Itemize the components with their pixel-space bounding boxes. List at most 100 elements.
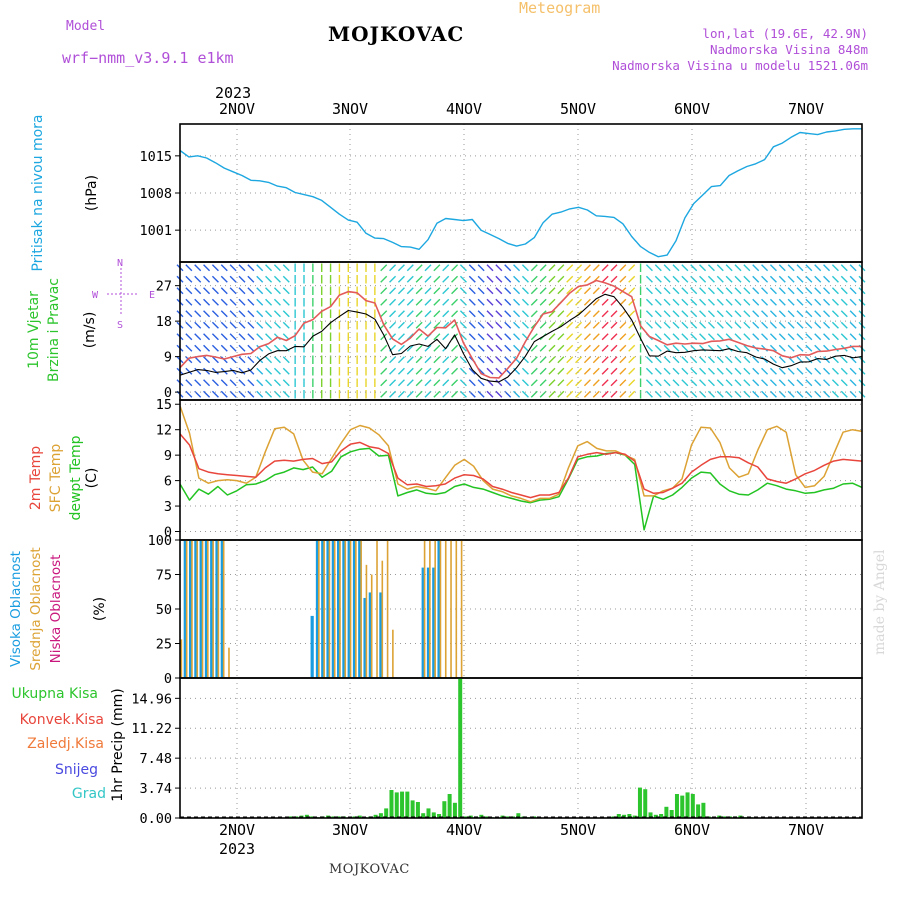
wind-barb [769,310,777,318]
wind-barb [495,321,503,329]
wind-barb [566,264,574,272]
wind-barb [840,287,848,295]
wind-barb [433,321,441,329]
wind-barb [247,379,255,387]
wind-barb [725,333,733,341]
precip-bar [680,795,685,818]
wind-barb [566,298,574,306]
wind-barb [247,367,255,375]
wind-barb [690,310,698,318]
cloud-high-bar [326,540,330,678]
wind-barb [583,356,591,364]
wind-barb [229,379,237,387]
cloud-high-bar [421,567,425,678]
page-title: MOJKOVAC [328,22,465,46]
wind-barb [654,275,662,283]
wind-barb [406,275,414,283]
wind-barb [796,379,804,387]
wind-barb [787,275,795,283]
wind-barb [273,287,281,295]
precip-bar [627,814,632,818]
wind-barb [796,321,804,329]
wind-barb [583,287,591,295]
wind-barb [486,367,494,375]
wind-barb [699,333,707,341]
wind-barb [265,333,273,341]
wind-barb [397,367,405,375]
wind-barb [743,264,751,272]
wind-barb [238,275,246,283]
pressure-line [179,128,862,258]
wind-barb [442,390,450,398]
precip-bar [410,800,415,818]
cloud-ytick-label-4: 75 [156,568,172,584]
wind-barb [654,367,662,375]
xtick-top-5: 6NOV [674,100,710,118]
wind-barb [194,264,202,272]
wind-barb [672,298,680,306]
precip-frame [179,677,863,819]
wind-barb [557,264,565,272]
precip-bar [384,808,389,818]
wind-barb [725,390,733,398]
xtick-bottom-1: 2NOV [219,821,255,839]
wind-barb [194,275,202,283]
wind-barb [433,264,441,272]
wind-barb [415,264,423,272]
wind-barb [203,356,211,364]
wind-barb [831,356,839,364]
wind-barb [380,356,388,364]
wind-barb [787,298,795,306]
wind-barb [548,275,556,283]
precip-legend-4: Snijeg [55,762,98,778]
cloud-high-bar [337,540,341,678]
wind-barb [238,379,246,387]
wind-barb [654,356,662,364]
wind-barb [575,321,583,329]
cloud-mid-bar [207,540,209,678]
wind-barb [831,367,839,375]
wind-barb [849,333,857,341]
wind-barb [389,321,397,329]
wind-barb [734,333,742,341]
wind-barb [495,310,503,318]
wind-barb [185,379,193,387]
xtick-bottom-4: 5NOV [560,821,596,839]
wind-barb [778,344,786,352]
wind-barb [707,310,715,318]
wind-barb [203,344,211,352]
wind-barb [415,390,423,398]
wind-barb [504,264,512,272]
wind-barb [831,390,839,398]
wind-barb [619,367,627,375]
wind-barb [548,321,556,329]
cloud-high-bar [352,540,357,678]
watermark: made by Angel [872,549,888,656]
wind-barb [734,356,742,364]
wind-barb [610,333,618,341]
wind-barb [645,264,653,272]
wind-barb [238,298,246,306]
cloud-high-bar [358,540,362,678]
cloud-mid-bar [355,540,357,678]
wind-barb [282,287,290,295]
wind-barb [256,310,264,318]
wind-barb [433,287,441,295]
wind-barb [619,379,627,387]
wind-barb [220,333,228,341]
wind-barb [707,264,715,272]
wind-barb [663,356,671,364]
wind-barb [672,379,680,387]
wind-barb [725,298,733,306]
wind-barb [451,310,459,318]
wind-barb [672,367,680,375]
wind-barb [424,298,432,306]
wind-barb [592,356,600,364]
precip-bar [516,813,521,818]
wind-barb [743,310,751,318]
wind-barb [575,344,583,352]
wind-barb [690,367,698,375]
wind-barb [743,321,751,329]
wind-barb [583,379,591,387]
wind-barb [840,333,848,341]
